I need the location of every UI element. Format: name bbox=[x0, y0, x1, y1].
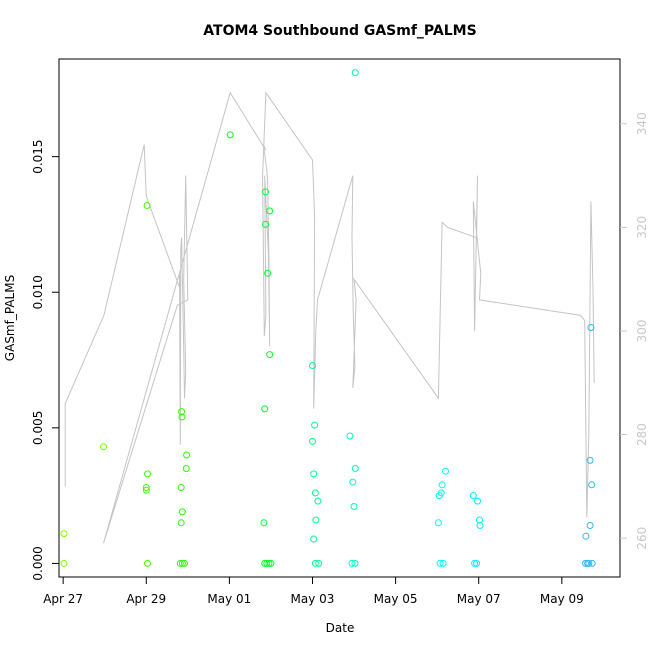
y-tick-label: 0.000 bbox=[31, 546, 45, 580]
data-point bbox=[262, 188, 269, 196]
x-tick-label: May 03 bbox=[291, 592, 335, 606]
data-point bbox=[178, 408, 186, 416]
x-tick-label: May 09 bbox=[540, 592, 584, 606]
y2-axis: 260 280 300 320 340 bbox=[620, 112, 649, 550]
data-point bbox=[60, 559, 68, 567]
data-point bbox=[434, 519, 442, 527]
data-point bbox=[312, 516, 320, 524]
data-point bbox=[349, 478, 357, 486]
data-point bbox=[142, 486, 150, 494]
data-point bbox=[177, 519, 185, 527]
data-point bbox=[309, 362, 316, 369]
data-point bbox=[350, 503, 358, 510]
data-point bbox=[226, 131, 234, 139]
data-point bbox=[266, 351, 274, 359]
x-tick-label: May 07 bbox=[457, 592, 501, 606]
y2-tick-label: 320 bbox=[635, 216, 649, 239]
data-point bbox=[351, 559, 359, 567]
data-point bbox=[177, 484, 185, 491]
data-point bbox=[474, 497, 481, 505]
data-point bbox=[260, 519, 268, 527]
data-point bbox=[473, 559, 481, 567]
data-point bbox=[436, 559, 444, 567]
data-point bbox=[582, 532, 590, 540]
data-point bbox=[263, 559, 271, 567]
secondary-series-line bbox=[64, 91, 595, 544]
data-point bbox=[311, 559, 319, 567]
y2-tick-label: 340 bbox=[635, 112, 649, 135]
data-point bbox=[60, 530, 68, 538]
data-point bbox=[262, 220, 269, 228]
x-tick-label: Apr 27 bbox=[43, 592, 83, 606]
data-point bbox=[143, 202, 151, 209]
data-point bbox=[476, 522, 484, 529]
data-point bbox=[264, 269, 272, 277]
data-point bbox=[311, 489, 319, 497]
x-tick-label: May 01 bbox=[207, 592, 251, 606]
y2-tick-label: 300 bbox=[635, 319, 649, 342]
data-point bbox=[100, 443, 107, 451]
data-point bbox=[142, 484, 150, 491]
data-point bbox=[267, 559, 275, 567]
data-point bbox=[469, 492, 477, 500]
data-point bbox=[310, 535, 318, 543]
data-point bbox=[183, 451, 191, 459]
data-point bbox=[144, 470, 151, 478]
y2-tick-label: 260 bbox=[635, 527, 649, 550]
data-point bbox=[438, 481, 446, 489]
data-point bbox=[311, 421, 319, 429]
data-point bbox=[586, 456, 594, 464]
data-point bbox=[351, 69, 359, 77]
data-point bbox=[144, 559, 151, 567]
y-tick-label: 0.005 bbox=[31, 411, 45, 445]
data-point bbox=[178, 559, 186, 567]
data-point bbox=[314, 497, 322, 505]
data-point bbox=[588, 559, 596, 567]
data-point bbox=[587, 324, 595, 331]
data-point bbox=[178, 508, 186, 516]
data-point bbox=[582, 559, 589, 567]
data-point bbox=[266, 207, 274, 215]
plot-frame bbox=[58, 58, 621, 578]
x-axis: Apr 27 Apr 29 May 01 May 03 May 05 May 07 May … bbox=[43, 577, 584, 606]
y-axis-label: GASmf_PALMS bbox=[3, 275, 17, 361]
chart-title: ATOM4 Southbound GASmf_PALMS bbox=[203, 23, 476, 39]
data-point bbox=[176, 559, 184, 567]
data-points bbox=[60, 69, 596, 567]
data-point bbox=[182, 465, 190, 472]
y-tick-label: 0.015 bbox=[31, 139, 45, 173]
data-point bbox=[442, 467, 449, 475]
data-point bbox=[351, 465, 359, 472]
data-point bbox=[346, 432, 354, 440]
data-point bbox=[585, 559, 593, 567]
data-point bbox=[348, 559, 356, 567]
data-point bbox=[588, 481, 596, 489]
data-point bbox=[178, 413, 186, 421]
y-tick-label: 0.010 bbox=[31, 275, 45, 309]
y-axis: 0.000 0.005 0.010 0.015 bbox=[31, 139, 59, 581]
x-tick-label: May 05 bbox=[374, 592, 418, 606]
data-point bbox=[586, 522, 594, 529]
data-point bbox=[315, 559, 323, 567]
secondary-series bbox=[64, 91, 595, 544]
data-point bbox=[435, 492, 443, 500]
x-axis-label: Date bbox=[326, 621, 355, 635]
data-point bbox=[309, 437, 316, 445]
data-point bbox=[261, 405, 269, 413]
x-tick-label: Apr 29 bbox=[126, 592, 166, 606]
y2-tick-label: 280 bbox=[635, 423, 649, 446]
data-point bbox=[471, 559, 479, 567]
data-point bbox=[181, 559, 188, 567]
data-point bbox=[265, 559, 273, 567]
data-point bbox=[310, 470, 318, 478]
data-point bbox=[439, 559, 447, 567]
